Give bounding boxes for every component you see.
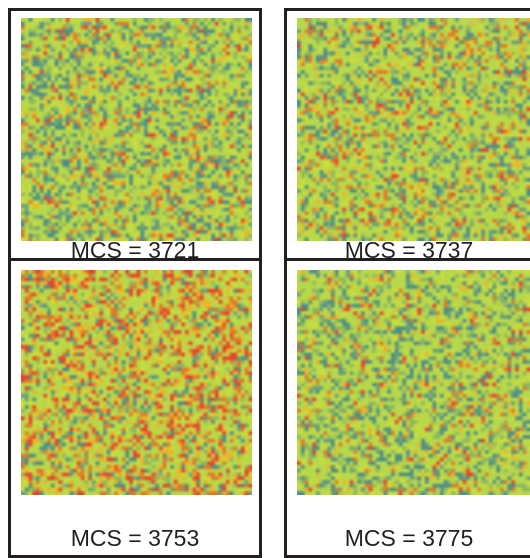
simulation-panel-4: MCS = 3775 (284, 258, 530, 558)
lattice-image-2 (297, 18, 530, 241)
simulation-panel-1: MCS = 3721 (8, 8, 262, 272)
lattice-image-1 (21, 18, 252, 241)
mcs-caption-3: MCS = 3753 (70, 525, 200, 551)
lattice-image-4 (297, 270, 530, 495)
simulation-panel-3: MCS = 3753 (8, 258, 262, 558)
simulation-panel-2: MCS = 3737 (284, 8, 530, 272)
mcs-caption-4: MCS = 3775 (344, 525, 474, 551)
lattice-image-3 (21, 270, 252, 495)
